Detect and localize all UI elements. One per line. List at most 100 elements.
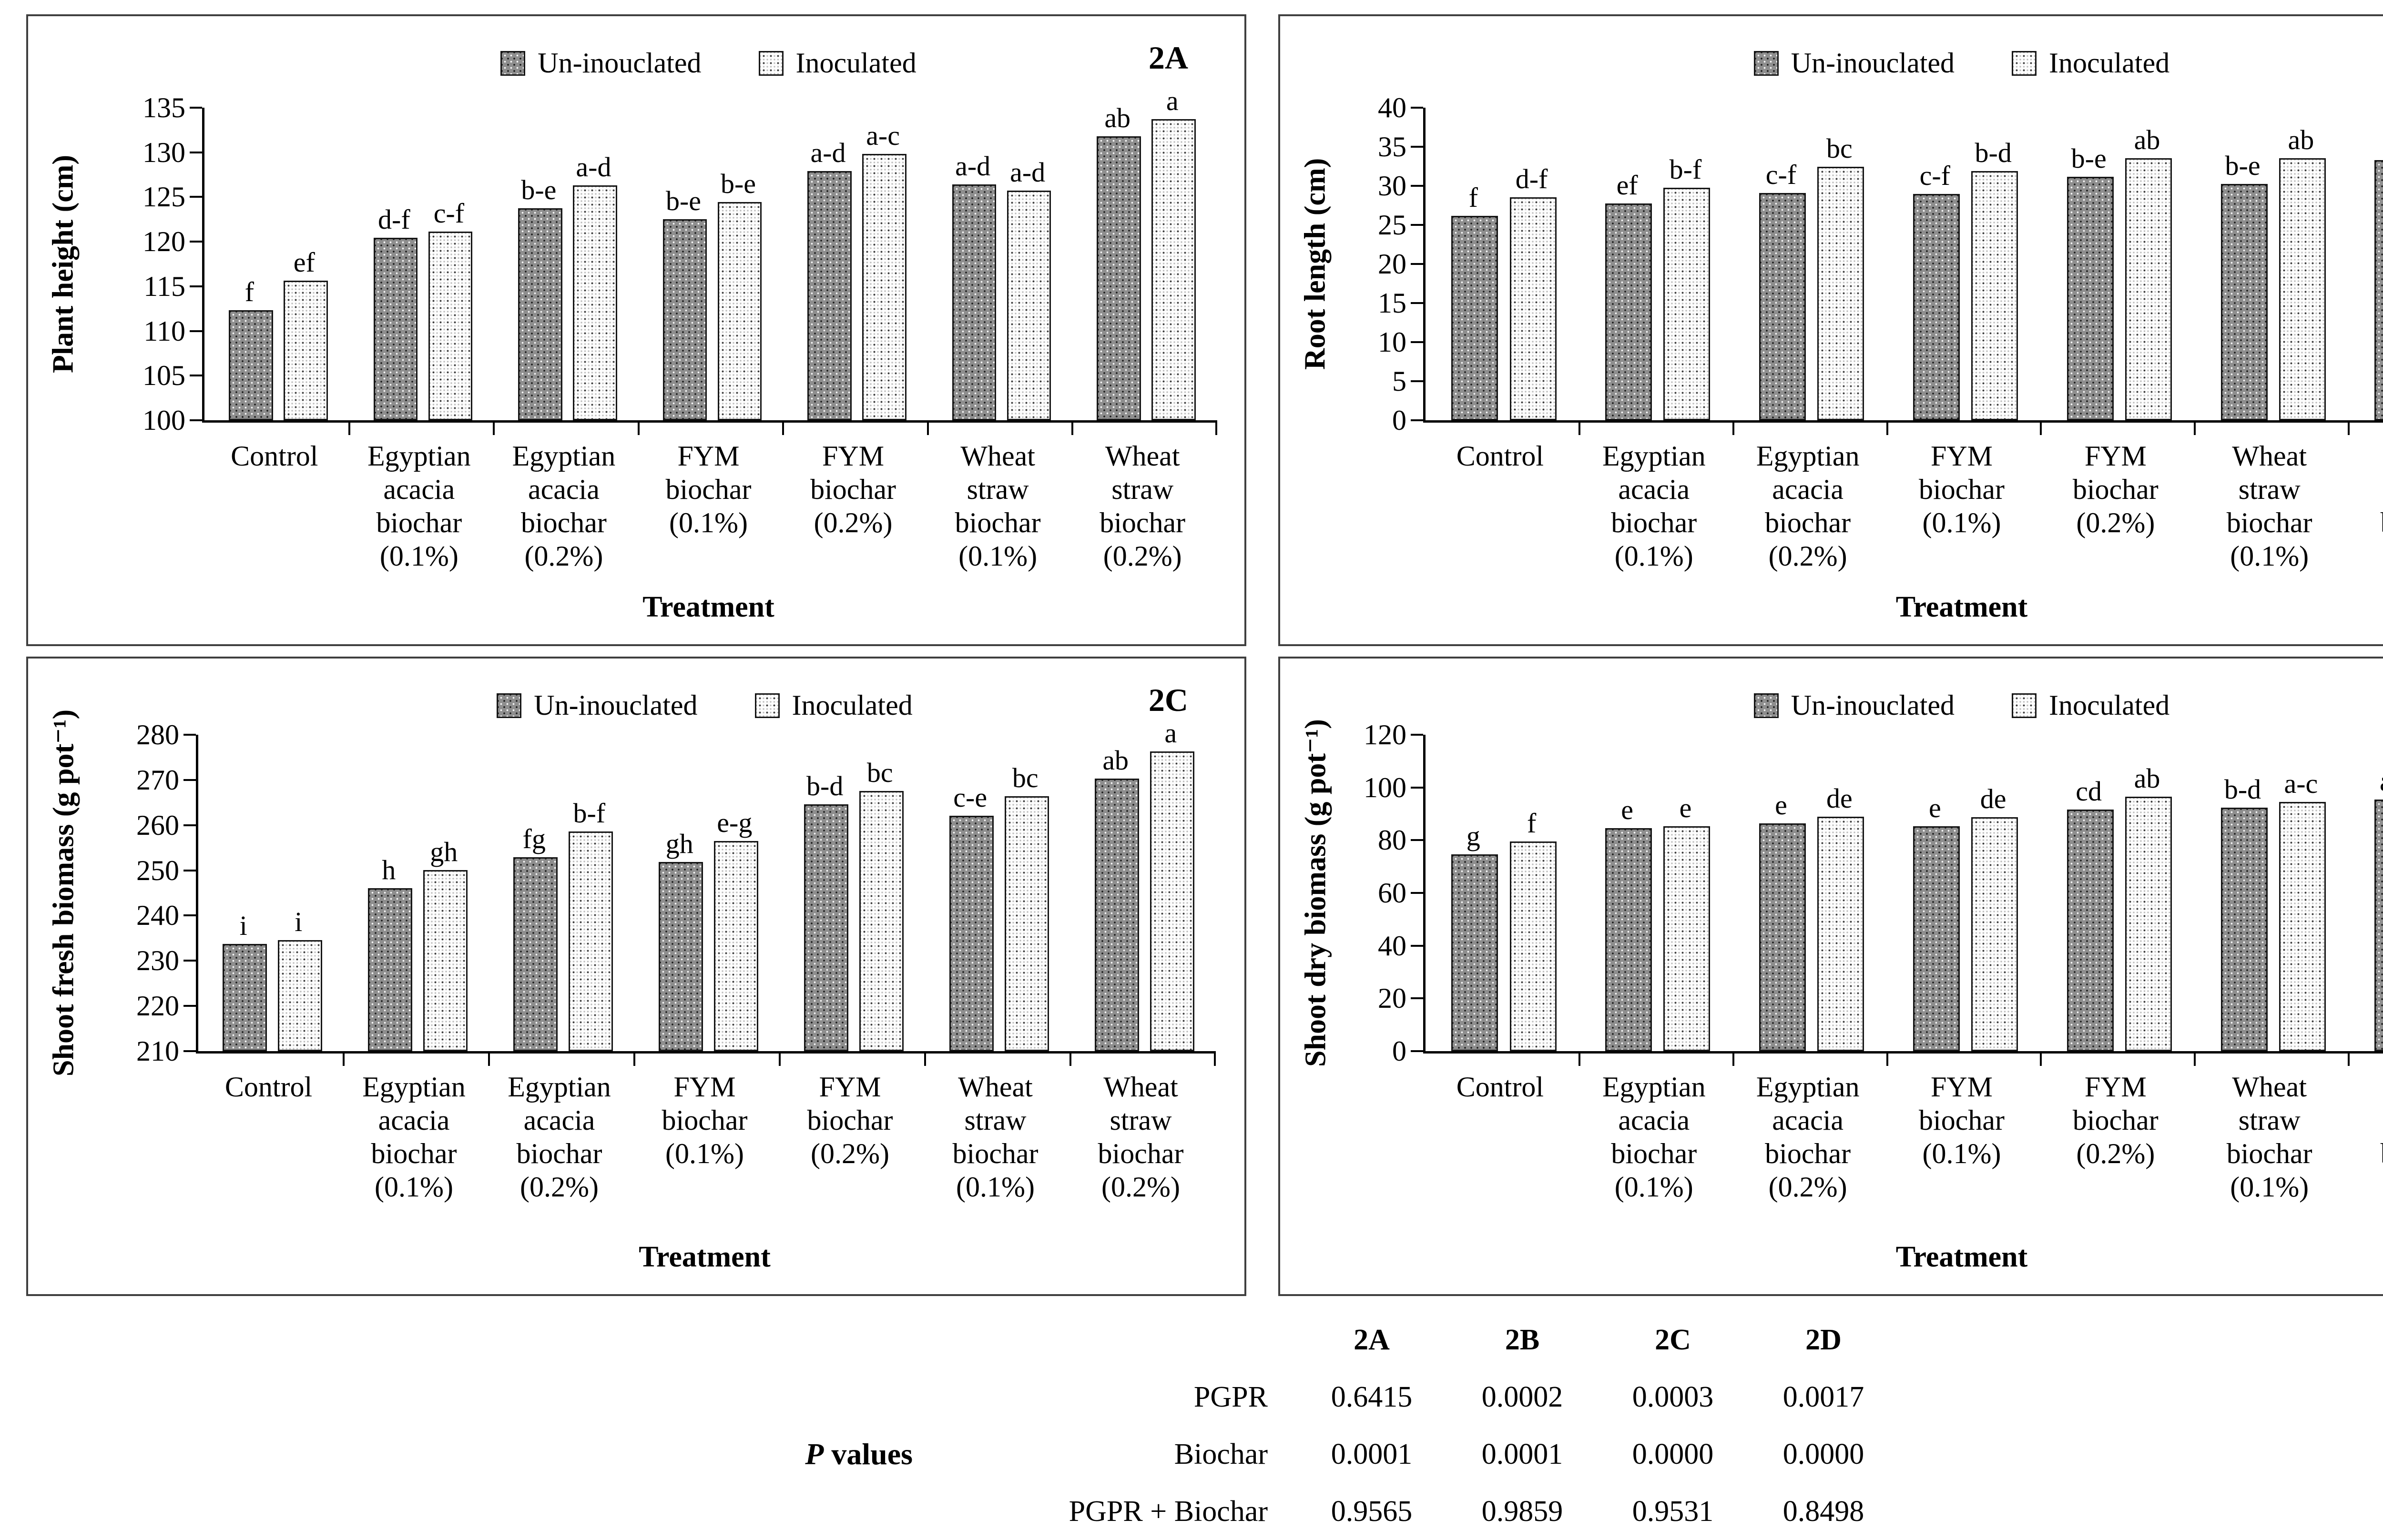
y-tick-label: 5 — [1392, 365, 1406, 397]
bar-inoculated — [859, 791, 904, 1051]
table-row-label-biochar: Biochar — [1174, 1438, 1268, 1470]
bar-uninoculated — [2374, 160, 2383, 420]
y-tick-mark — [1411, 263, 1423, 265]
bar-uninoculated — [659, 862, 703, 1051]
y-tick-mark — [190, 107, 202, 109]
significance-letter: a — [1164, 717, 1177, 749]
bar-inoculated — [717, 202, 762, 420]
x-category-label: Wheat straw biochar (0.1%) — [952, 1071, 1039, 1203]
x-category-label: Wheat straw biochar (0.1%) — [2226, 1071, 2312, 1203]
bar-uninoculated — [2220, 183, 2268, 420]
table-cell: 0.0000 — [1782, 1438, 1864, 1470]
x-category-label: FYM biochar (0.1%) — [1919, 440, 2005, 538]
significance-letter: a-d — [955, 150, 991, 182]
x-category-label: Egyptian acacia biochar (0.2%) — [1756, 440, 1860, 572]
bar-inoculated — [1817, 166, 1864, 420]
y-tick-mark — [183, 824, 196, 826]
legend-swatch-inoculated-icon — [2012, 693, 2037, 718]
bar-uninoculated — [223, 943, 267, 1051]
bar-uninoculated — [1913, 826, 1960, 1051]
x-category-label: Wheat straw biochar (0.1%) — [2226, 440, 2312, 572]
y-tick-mark — [1411, 786, 1423, 789]
y-axis-title: Plant height (cm) — [47, 154, 80, 374]
bar-uninoculated — [804, 804, 849, 1051]
x-tick-mark — [924, 1054, 926, 1066]
y-tick-mark — [1411, 839, 1423, 841]
y-tick-label: 25 — [1378, 209, 1406, 241]
chart-panel-2a: Un-inouclated Inoculated 2A Plant height (c… — [26, 14, 1246, 646]
x-tick-mark — [488, 1054, 490, 1066]
significance-letter: a-c — [866, 120, 900, 152]
y-tick-label: 105 — [143, 360, 185, 392]
y-tick-mark — [190, 330, 202, 332]
significance-letter: b-d — [806, 770, 844, 801]
legend-label: Inoculated — [2049, 47, 2170, 79]
significance-letter: e — [1928, 792, 1941, 823]
significance-letter: i — [295, 906, 303, 938]
bar-uninoculated — [1451, 215, 1498, 420]
y-tick-mark — [1411, 419, 1423, 421]
significance-letter: e — [1679, 792, 1692, 823]
bar-uninoculated — [2067, 809, 2114, 1051]
y-tick-mark — [1411, 997, 1423, 1000]
table-cell: 0.6415 — [1331, 1380, 1413, 1413]
x-axis-title: Treatment — [1895, 591, 2028, 623]
bar-uninoculated — [229, 310, 273, 420]
y-tick-label: 120 — [1364, 719, 1406, 750]
bar-uninoculated — [373, 238, 418, 420]
bar-inoculated — [423, 870, 468, 1051]
y-tick-label: 120 — [143, 226, 185, 258]
significance-letter: ef — [1616, 169, 1638, 201]
x-tick-mark — [343, 1054, 345, 1066]
significance-letter: a-c — [2284, 768, 2318, 800]
bar-uninoculated — [518, 208, 562, 420]
x-tick-mark — [1578, 423, 1580, 435]
significance-letter: b-f — [1669, 153, 1702, 185]
y-tick-label: 10 — [1378, 326, 1406, 358]
x-category-label: Egyptian acacia biochar (0.2%) — [1756, 1071, 1860, 1203]
bar-uninoculated — [1913, 193, 1960, 420]
significance-letter: ab — [1104, 102, 1131, 133]
plot-area: 280 270 260 250 240 230 220 210 i i h gh fg b-f gh e-g b… — [136, 719, 1216, 1066]
y-tick-label: 135 — [143, 92, 185, 123]
significance-letter: b-f — [573, 797, 606, 829]
x-axis-title: Treatment — [642, 591, 774, 623]
bar-inoculated — [1509, 197, 1557, 420]
significance-letter: f — [1468, 182, 1478, 213]
significance-letter: c-e — [953, 782, 988, 813]
y-tick-label: 20 — [1378, 983, 1406, 1014]
legend-item-inoculated: Inoculated — [2012, 47, 2169, 80]
significance-letter: gh — [430, 836, 458, 868]
y-tick-label: 130 — [143, 136, 185, 168]
significance-letter: b-e — [2071, 142, 2107, 174]
legend-swatch-inoculated-icon — [758, 51, 784, 76]
table-cell: 0.9531 — [1632, 1495, 1714, 1528]
x-tick-mark — [2194, 423, 2196, 435]
significance-letter: h — [382, 854, 396, 886]
table-header-2a: 2A — [1354, 1323, 1390, 1356]
significance-letter: ab — [2134, 124, 2160, 155]
significance-letter: b-e — [521, 174, 557, 206]
y-tick-label: 80 — [1378, 824, 1406, 856]
x-tick-mark — [493, 423, 495, 435]
x-tick-mark — [2040, 1054, 2042, 1066]
legend-label: Un-inouclated — [1791, 47, 1955, 79]
significance-letter: d-f — [378, 204, 410, 235]
significance-letter: de — [1980, 783, 2006, 815]
y-tick-label: 270 — [136, 764, 179, 796]
x-category-label: Control — [231, 440, 318, 472]
plot-area: 40 35 30 25 20 15 10 5 0 f d-f ef b-f c-f bc c-f b-d b-e a… — [1378, 92, 2383, 436]
significance-letter: e — [1775, 790, 1787, 821]
significance-letter: b-d — [1975, 137, 2012, 169]
x-category-label: FYM biochar (0.1%) — [662, 1071, 748, 1169]
significance-letter: bc — [866, 757, 893, 789]
chart-legend: Un-inouclated Inoculated — [1423, 47, 2383, 80]
significance-letter: fg — [522, 823, 546, 854]
chart-panel-2c: Un-inouclated Inoculated 2C Shoot fresh bio… — [26, 657, 1246, 1296]
significance-letter: bc — [1826, 132, 1853, 164]
significance-letter: gh — [665, 828, 693, 860]
bar-inoculated — [2279, 802, 2326, 1051]
y-tick-label: 100 — [1364, 771, 1406, 803]
legend-swatch-uninoculated-icon — [497, 693, 522, 718]
table-cell: 0.0002 — [1481, 1380, 1563, 1413]
